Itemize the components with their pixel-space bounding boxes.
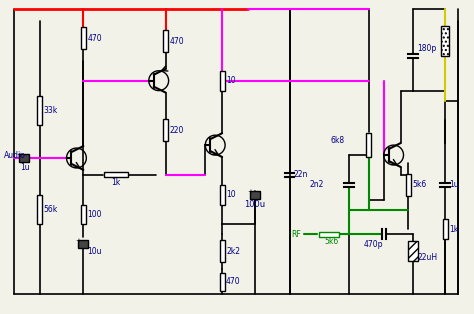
Text: 56k: 56k (44, 205, 58, 214)
Text: 6k8: 6k8 (331, 136, 345, 145)
Text: 10: 10 (226, 76, 236, 85)
Text: 10u: 10u (87, 247, 102, 256)
Text: 1u: 1u (20, 163, 29, 172)
Text: 1k: 1k (449, 225, 458, 234)
Text: 2n2: 2n2 (310, 180, 324, 189)
Bar (319, 232, 339, 237)
Text: 22n: 22n (293, 170, 308, 179)
Text: 10: 10 (226, 190, 236, 199)
Bar (441, 26, 449, 56)
Bar (219, 273, 225, 291)
Text: +: + (16, 152, 22, 158)
Bar (19, 154, 29, 162)
Text: 100u: 100u (244, 200, 265, 209)
Text: 5k6: 5k6 (324, 237, 338, 246)
Bar (78, 240, 88, 248)
Text: 5k6: 5k6 (412, 180, 427, 189)
Bar (37, 195, 42, 225)
Text: 180p: 180p (418, 45, 437, 53)
Text: RF: RF (292, 230, 301, 239)
Bar (406, 174, 411, 196)
Bar (409, 241, 419, 261)
Text: 470: 470 (170, 36, 184, 46)
Bar (219, 71, 225, 91)
Bar (219, 240, 225, 262)
Bar (219, 185, 225, 205)
Text: 100: 100 (87, 210, 102, 219)
Text: 22uH: 22uH (418, 252, 438, 262)
Text: 1k: 1k (111, 178, 120, 187)
Text: +: + (75, 238, 82, 244)
Text: Audio: Audio (4, 150, 26, 160)
Text: 33k: 33k (44, 106, 58, 115)
Text: 470: 470 (226, 277, 241, 286)
Bar (366, 133, 371, 158)
Bar (163, 30, 168, 52)
Text: 2k2: 2k2 (226, 247, 240, 256)
Text: 470: 470 (87, 34, 102, 43)
Text: 1u: 1u (449, 180, 459, 189)
Bar (163, 119, 168, 141)
Bar (81, 27, 86, 49)
Text: +: + (247, 189, 253, 195)
Bar (37, 95, 42, 125)
Text: 470p: 470p (364, 240, 383, 249)
Bar (443, 219, 447, 239)
Bar (250, 191, 260, 199)
Bar (81, 205, 86, 225)
Bar (104, 172, 128, 177)
Text: 220: 220 (170, 126, 184, 135)
